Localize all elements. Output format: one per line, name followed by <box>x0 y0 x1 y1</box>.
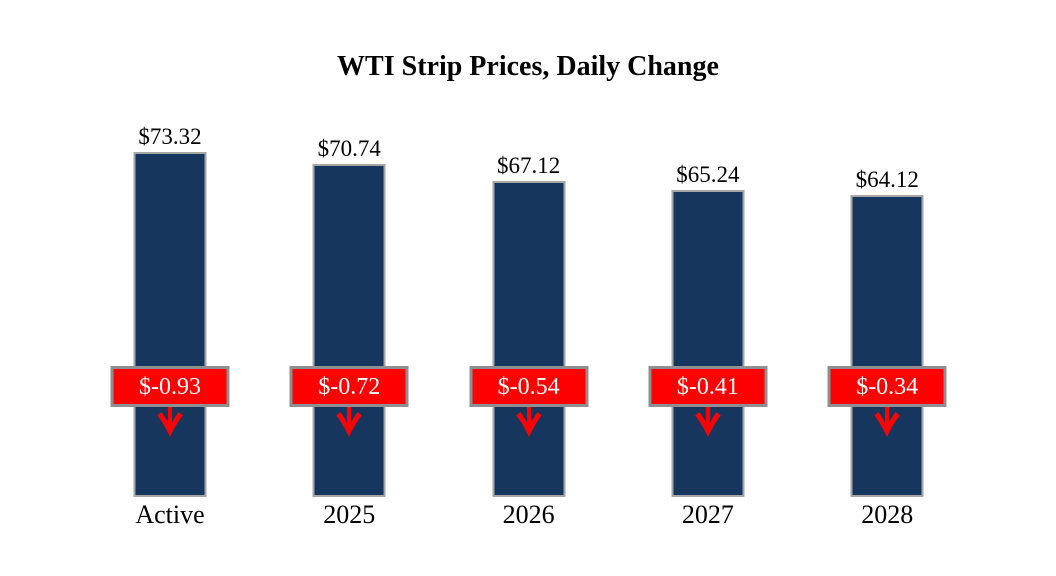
price-label: $64.12 <box>855 167 919 192</box>
bar-column: $64.12 $-0.34 2028 <box>797 0 977 576</box>
bar-column: $65.24 $-0.41 2027 <box>618 0 798 576</box>
down-arrow-icon <box>874 405 900 438</box>
price-label: $65.24 <box>676 162 740 187</box>
bar <box>312 164 386 497</box>
down-arrow-icon <box>695 405 721 438</box>
change-label: $-0.54 <box>497 373 560 400</box>
change-label: $-0.34 <box>856 373 919 400</box>
category-label: 2026 <box>502 500 555 529</box>
change-label: $-0.41 <box>676 373 739 400</box>
bar-column: $67.12 $-0.54 2026 <box>439 0 619 576</box>
category-label: 2025 <box>323 500 376 529</box>
down-arrow-icon <box>157 405 183 438</box>
change-badge: $-0.41 <box>648 366 768 407</box>
change-label: $-0.93 <box>139 373 201 400</box>
change-label: $-0.72 <box>318 373 381 400</box>
bar <box>133 152 207 497</box>
down-arrow-icon <box>515 405 542 438</box>
category-label: 2027 <box>681 500 734 529</box>
category-label: Active <box>135 500 205 529</box>
change-badge: $-0.34 <box>827 366 947 407</box>
bar <box>671 190 745 497</box>
price-label: $70.74 <box>317 136 381 161</box>
bar-column: $70.74 $-0.72 2025 <box>259 0 439 576</box>
down-arrow-icon <box>336 405 363 438</box>
change-badge: $-0.54 <box>469 366 589 407</box>
category-label: 2028 <box>861 500 914 529</box>
bar-column: $73.32 $-0.93 Active <box>80 0 260 576</box>
bar <box>850 195 924 497</box>
change-badge: $-0.93 <box>110 366 230 407</box>
price-label: $67.12 <box>496 153 561 178</box>
price-label: $73.32 <box>138 124 202 149</box>
bar <box>492 181 566 497</box>
chart-title: WTI Strip Prices, Daily Change <box>337 51 719 82</box>
change-badge: $-0.72 <box>289 366 409 407</box>
